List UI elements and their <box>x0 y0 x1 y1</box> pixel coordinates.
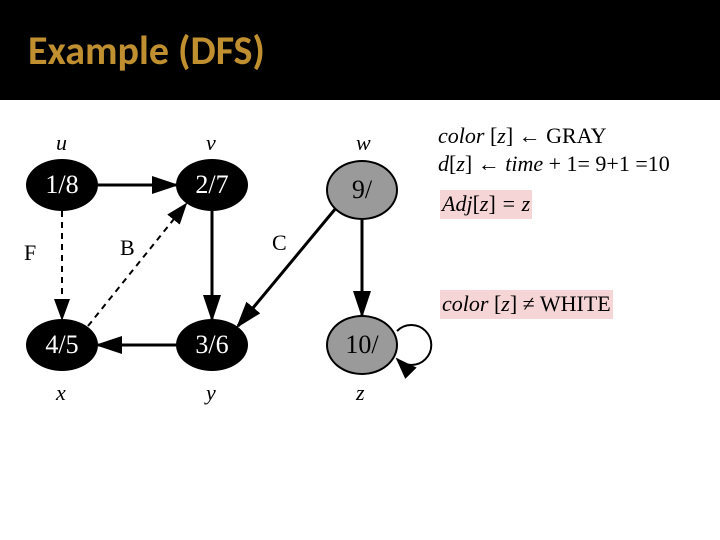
title-bar: Example (DFS) <box>0 0 720 100</box>
edge-z-z-selfloop <box>397 325 431 365</box>
node-label-v: v <box>206 130 216 156</box>
node-label-y: y <box>206 380 216 406</box>
node-y: 3/6 <box>176 319 248 371</box>
node-z: 10/ <box>326 315 398 375</box>
node-label-u: u <box>56 130 67 156</box>
node-u: 1/8 <box>26 159 98 211</box>
node-label-x: x <box>56 380 66 406</box>
node-x: 4/5 <box>26 319 98 371</box>
node-label-z: z <box>356 380 365 406</box>
page-title: Example (DFS) <box>28 26 265 75</box>
edge-w-y <box>238 208 336 326</box>
node-v: 2/7 <box>176 159 248 211</box>
annotation-1: d[z] ← time + 1= 9+1 =10 <box>438 150 670 179</box>
edge-x-v <box>88 204 186 326</box>
edge-label-B: B <box>120 235 135 261</box>
node-label-w: w <box>356 130 371 156</box>
edge-label-C: C <box>272 230 287 256</box>
node-w: 9/ <box>326 160 398 220</box>
annotation-3: color [z] ≠ WHITE <box>440 290 613 319</box>
diagram-canvas: 1/8 u 2/7 v 9/w 4/5 x 3/6 y 10/z F B C color [z] ← … <box>0 100 720 540</box>
annotation-0: color [z] ← GRAY <box>438 122 607 151</box>
edge-label-F: F <box>24 240 36 266</box>
annotation-2: Adj[z] = z <box>440 190 532 219</box>
